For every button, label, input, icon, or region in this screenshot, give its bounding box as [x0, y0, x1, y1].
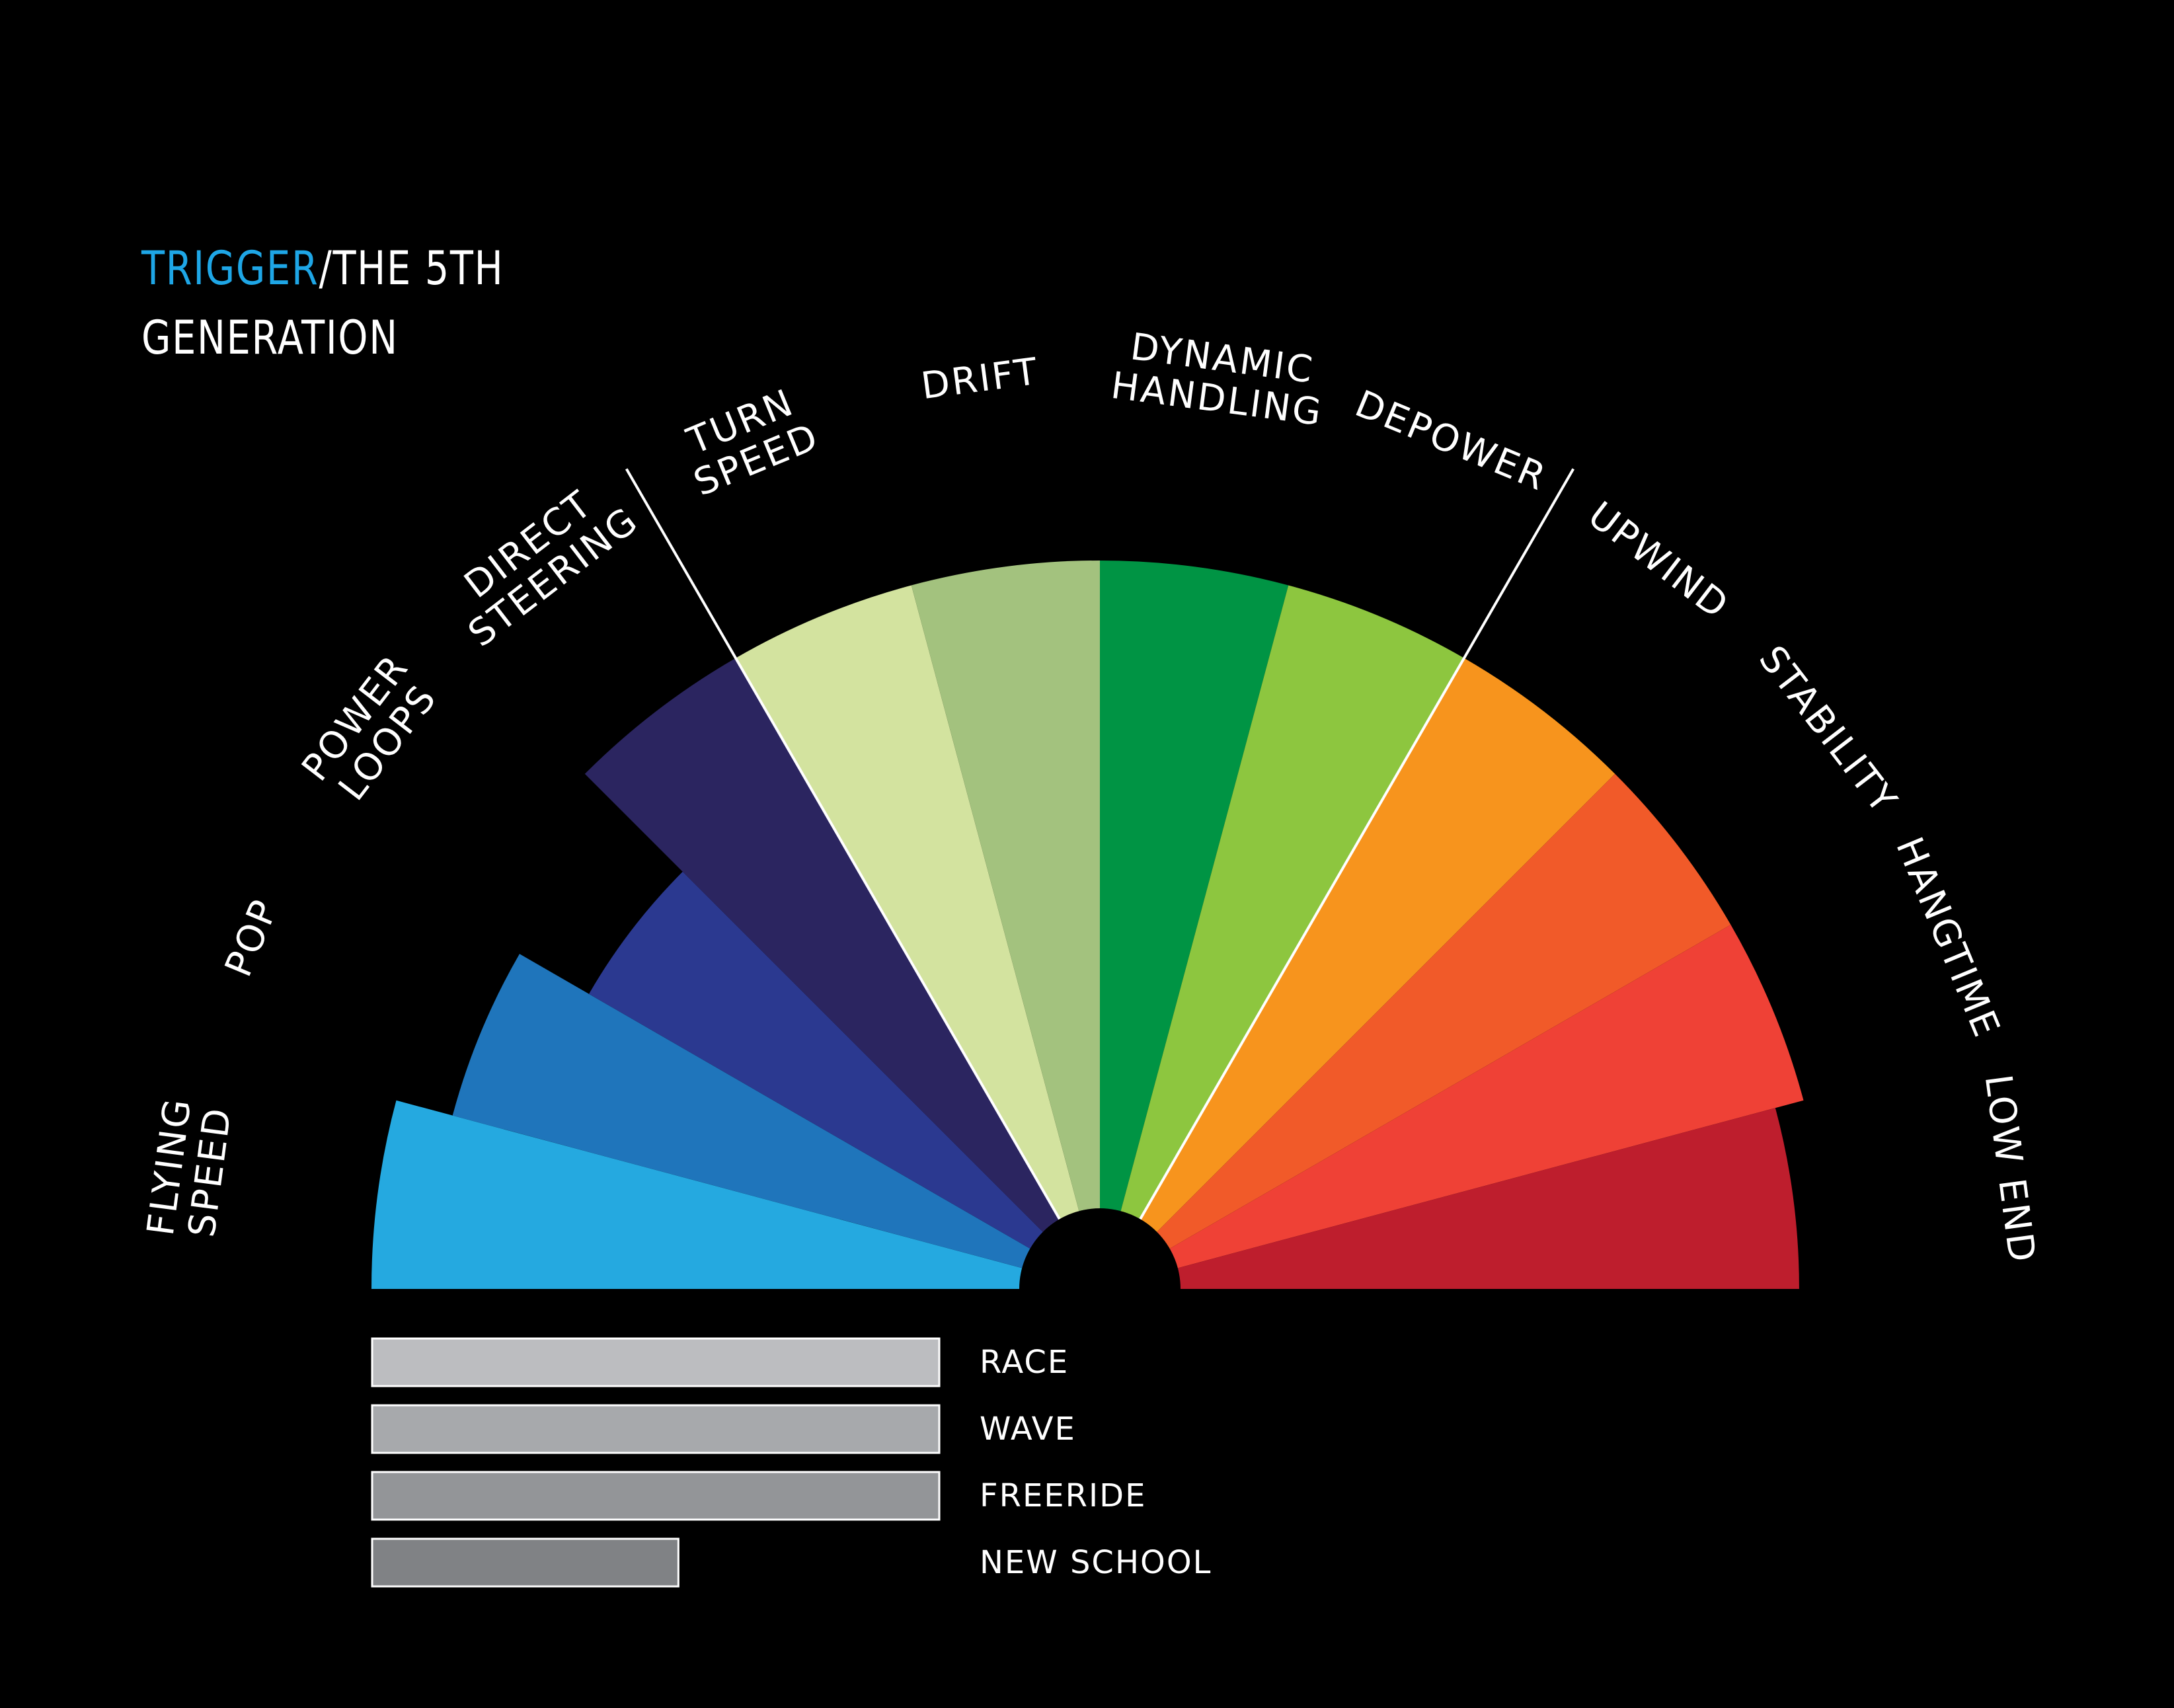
slice-low-end	[1100, 1108, 1799, 1289]
bar-label-race: RACE	[980, 1344, 1069, 1381]
slice-direct-steering	[584, 658, 1100, 1289]
slice-upwind	[1100, 658, 1615, 1289]
slice-pop	[452, 954, 1100, 1289]
category-label-stability: STABILITY	[1750, 638, 1906, 822]
slice-dynamic-handling	[1100, 560, 1289, 1289]
category-label-depower: DEPOWER	[1349, 382, 1553, 500]
bar-label-new-school: NEW SCHOOL	[980, 1544, 1212, 1581]
category-label-turn-speed: TURNSPEED	[672, 377, 826, 505]
bar-label-freeride: FREERIDE	[980, 1477, 1146, 1514]
bar-race	[371, 1337, 941, 1387]
chart-title: TRIGGER/THE 5TH	[141, 241, 504, 295]
category-label-power-loops: POWERLOOPS	[293, 646, 449, 814]
bar-label-wave: WAVE	[980, 1411, 1076, 1448]
category-label-direct-steering: DIRECTSTEERING	[436, 466, 646, 656]
chart-subtitle: GENERATION	[141, 311, 399, 365]
slice-flying-speed	[371, 1100, 1100, 1289]
group-divider-2	[1139, 468, 1575, 1220]
slice-drift	[911, 560, 1100, 1289]
slice-hangtime	[1100, 925, 1804, 1289]
category-label-flying-speed: FLYINGSPEED	[139, 1095, 241, 1243]
title-rest: /THE 5TH	[319, 241, 504, 295]
category-label-hangtime: HANGTIME	[1887, 831, 2008, 1044]
slice-power-loops	[589, 871, 1100, 1289]
slice-depower	[1100, 585, 1464, 1289]
category-label-upwind: UPWIND	[1580, 494, 1737, 629]
bar-freeride	[371, 1471, 941, 1521]
title-brand: TRIGGER	[141, 241, 319, 295]
category-label-pop: POP	[217, 893, 287, 983]
category-label-dynamic-handling: DYNAMICHANDLING	[1108, 323, 1331, 434]
slice-stability	[1100, 773, 1731, 1289]
category-label-drift: DRIFT	[919, 350, 1042, 408]
bar-wave	[371, 1404, 941, 1454]
category-label-low-end: LOW END	[1976, 1072, 2044, 1266]
group-divider-1	[625, 468, 1061, 1220]
slice-turn-speed	[736, 585, 1100, 1289]
bar-new-school	[371, 1537, 679, 1588]
